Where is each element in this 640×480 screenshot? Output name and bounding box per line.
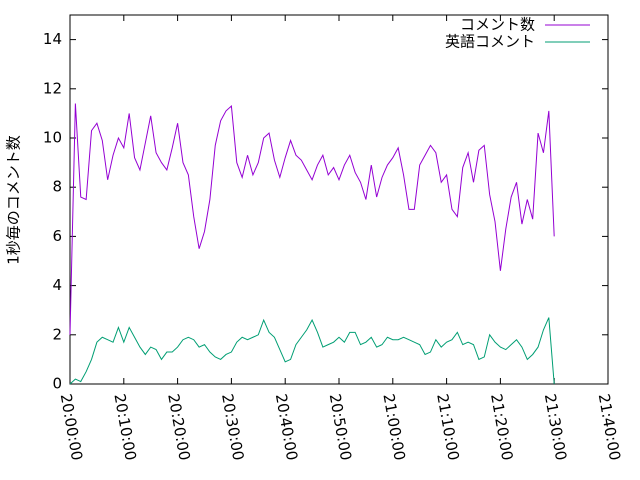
x-tick-label: 21:10:00: [433, 392, 462, 461]
y-tick-label: 14: [43, 30, 62, 48]
plot-frame: [69, 14, 609, 385]
legend-label: コメント数: [460, 16, 535, 34]
series-line: [69, 317, 555, 385]
y-tick-label: 8: [52, 178, 62, 196]
y-tick-label: 6: [52, 227, 62, 245]
y-tick-label: 12: [43, 79, 62, 97]
y-tick-label: 0: [52, 375, 62, 393]
series-line: [69, 103, 555, 335]
x-tick-label: 21:40:00: [595, 392, 624, 461]
legend-label: 英語コメント: [445, 33, 535, 51]
x-tick-label: 21:30:00: [541, 392, 570, 461]
x-tick-label: 20:50:00: [326, 392, 355, 461]
x-tick-label: 20:10:00: [110, 392, 139, 461]
x-tick-label: 21:20:00: [487, 392, 516, 461]
y-axis-label: 1秒毎のコメント数: [5, 135, 23, 265]
x-tick-label: 20:30:00: [218, 392, 247, 461]
y-tick-label: 4: [52, 276, 62, 294]
x-tick-label: 20:00:00: [57, 392, 86, 461]
x-tick-label: 20:20:00: [164, 392, 193, 461]
x-tick-label: 20:40:00: [272, 392, 301, 461]
y-tick-label: 2: [52, 325, 62, 343]
x-tick-label: 21:00:00: [379, 392, 408, 461]
y-tick-label: 10: [43, 129, 62, 147]
